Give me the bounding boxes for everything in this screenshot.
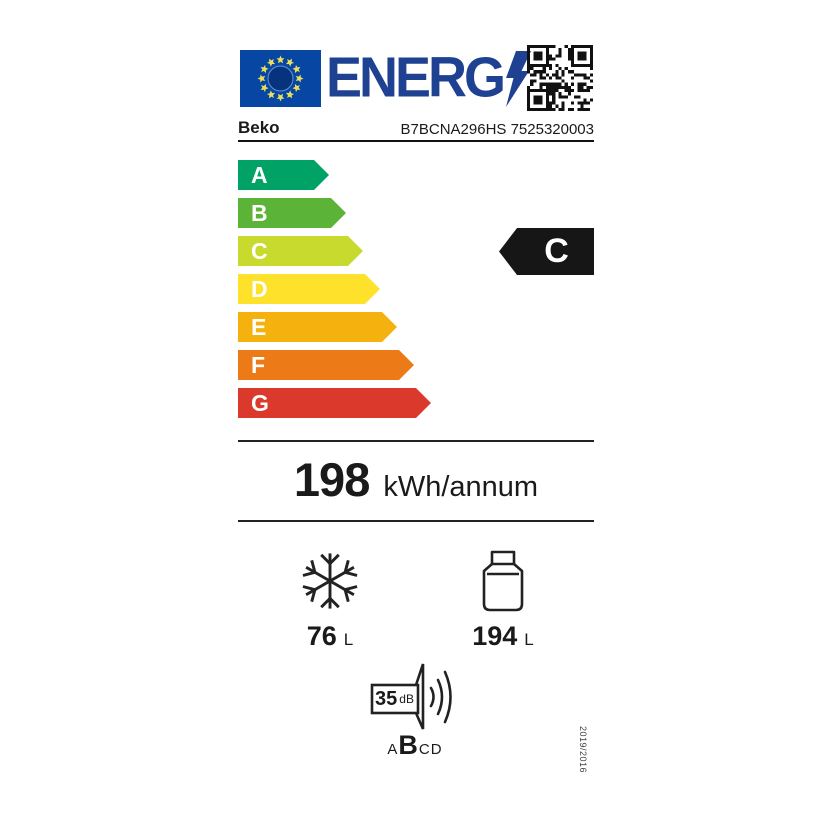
rated-class-letter: C (544, 232, 569, 270)
snowflake-icon (302, 550, 358, 612)
class-arrow-f: F (238, 350, 414, 380)
bottle-icon (482, 550, 524, 612)
frozen-volume: 76 L (307, 621, 354, 652)
regulation-text: 2019/2016 (578, 726, 588, 774)
energy-label: ENERG Beko B7BCNA296HS 7525320003 A B C … (238, 44, 594, 794)
class-arrow-e: E (238, 312, 397, 342)
energ-logo: ENERG (326, 48, 532, 108)
class-letter: A (251, 161, 268, 188)
qr-code (527, 45, 593, 111)
noise-level: 35 dB (372, 685, 417, 713)
frozen-volume-value: 76 (306, 621, 337, 651)
frozen-compartment: 76 L (268, 550, 392, 652)
class-letter: D (251, 275, 268, 302)
class-letter: C (251, 237, 268, 264)
noise-class-scale: A B CD (370, 730, 460, 761)
fresh-volume-unit: L (524, 630, 534, 649)
noise-scale-before: A (387, 741, 399, 758)
class-letter: E (251, 313, 267, 340)
noise-scale-after: CD (418, 741, 443, 758)
noise-value: 35 (375, 687, 398, 710)
fresh-volume-value: 194 (472, 621, 518, 651)
class-letter: B (251, 199, 268, 226)
class-arrow-d: D (238, 274, 380, 304)
fresh-volume: 194 L (472, 621, 534, 652)
energy-unit: kWh/annum (383, 471, 539, 503)
lightning-bolt-icon (504, 50, 532, 108)
rated-class-arrow: C (499, 228, 594, 275)
divider-bottom (238, 520, 594, 522)
frozen-volume-unit: L (343, 630, 354, 649)
energy-value: 198 (293, 453, 370, 506)
class-arrow-a: A (238, 160, 329, 190)
class-arrow-c: C (238, 236, 363, 266)
brand-name: Beko (238, 118, 280, 137)
eu-flag-icon (240, 50, 321, 107)
class-letter: F (251, 351, 266, 378)
speaker-icon (370, 662, 460, 732)
brand-row: Beko B7BCNA296HS 7525320003 (238, 116, 594, 142)
class-letter: G (251, 389, 269, 416)
class-arrow-g: G (238, 388, 431, 418)
model-number: B7BCNA296HS 7525320003 (400, 121, 594, 138)
fresh-compartment: 194 L (441, 550, 565, 652)
efficiency-scale: A B C D E F G C (238, 160, 594, 426)
divider-top (238, 440, 594, 442)
energ-logo-text: ENERG (326, 46, 506, 110)
noise-unit: dB (399, 692, 414, 706)
class-arrow-b: B (238, 198, 346, 228)
annual-energy-consumption: 198 kWh/annum (238, 452, 594, 512)
noise-rated-class: B (398, 730, 419, 760)
